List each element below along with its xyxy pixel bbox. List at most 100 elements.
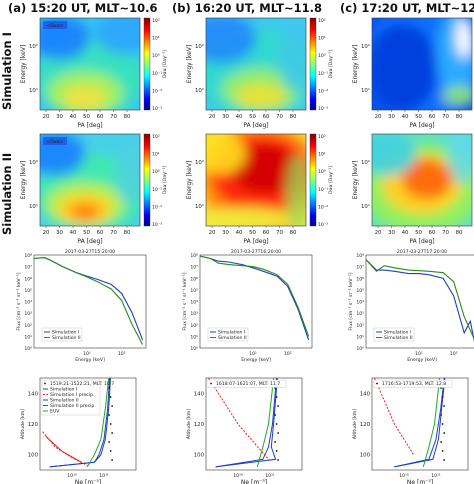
x-tick-label: 40 <box>402 114 409 120</box>
colorbar-tick-label: 10⁰ <box>152 53 160 59</box>
x-tick-label: 60 <box>263 230 270 236</box>
density-series-line <box>208 377 271 462</box>
observed-point <box>109 396 112 398</box>
observed-point <box>111 405 114 407</box>
heatmap-blob <box>63 86 107 110</box>
heatmap-blob <box>115 144 140 204</box>
legend-label: Simulation I <box>50 387 77 393</box>
heatmap-frame <box>39 133 141 227</box>
legend-label: 1618:07-1621:07, MLT: 11.7 <box>216 381 280 387</box>
flux-y-tick-label: 10² <box>190 323 198 329</box>
density-y-tick-label: 100 <box>28 453 39 459</box>
y-tick-label: 10² <box>361 43 370 50</box>
legend-swatch <box>376 382 378 385</box>
heatmap-fill <box>40 18 140 110</box>
colorbar-gradient <box>143 133 151 227</box>
colorbar-tick-label: 10⁻² <box>152 204 162 210</box>
colorbar-label: Dαα [Day⁻¹] <box>328 50 334 78</box>
flux-y-tick-label: 10⁴ <box>190 300 198 306</box>
observed-point <box>277 405 280 407</box>
observed-point <box>109 450 112 452</box>
heatmap-blobs <box>40 134 140 226</box>
x-tick-label: 20 <box>209 114 216 120</box>
density-legend: 1618:07-1621:07, MLT: 11.7 <box>207 379 287 388</box>
density-legend: 1716:53-1719:53, MLT: 12.8 <box>373 379 453 388</box>
flux-y-tick-label: 10⁵ <box>190 288 198 294</box>
observed-point <box>275 396 278 398</box>
observed-point <box>277 432 280 434</box>
column-title-b: (b) 16:20 UT, MLT~11.8 <box>172 1 322 15</box>
flux-x-tick-label: 10² <box>118 351 126 357</box>
observed-point <box>275 423 278 425</box>
legend-box <box>41 379 101 416</box>
heatmap-frame <box>205 17 307 111</box>
y-tick-label: 10² <box>361 159 370 166</box>
flux-y-tick-label: 10² <box>356 323 364 329</box>
colorbar: 10² 10¹ 10⁰ 10⁻¹ 10⁻² 10⁻³ Dαα [Day⁻¹] <box>309 133 334 228</box>
flux-y-tick-label: 10⁶ <box>190 276 198 282</box>
flux-y-tick-label: 10⁰ <box>190 346 198 352</box>
density-x-tick-label: 10¹¹ <box>265 473 275 479</box>
colorbar-tick-label: 10¹ <box>152 152 160 158</box>
heatmap-blob <box>231 144 301 194</box>
x-axis-label: PA [deg] <box>243 238 268 245</box>
density-x-tick-label: 10¹⁰ <box>233 473 243 479</box>
colorbar: 10² 10¹ 10⁰ 10⁻¹ 10⁻² 10⁻³ Dαα [Day⁻¹] <box>143 17 168 112</box>
density-x-tick-label: 10¹⁰ <box>67 473 77 479</box>
flux-x-tick-label: 10¹ <box>249 351 257 357</box>
heatmap-blob <box>372 134 417 176</box>
colorbar-tick-label: 10⁻³ <box>318 106 328 112</box>
colorbar-label: Dαα [Day⁻¹] <box>162 50 168 78</box>
observed-point <box>440 441 443 443</box>
flux-x-tick-label: 10² <box>284 351 292 357</box>
observed-point <box>275 450 278 452</box>
x-tick-label: 60 <box>263 114 270 120</box>
observed-point <box>108 387 111 389</box>
density-series-line <box>256 377 275 468</box>
colorbar-tick-label: 10⁻³ <box>152 106 162 112</box>
legend-box <box>207 379 287 388</box>
colorbar-tick-label: 10⁰ <box>152 169 160 175</box>
x-tick-label: 70 <box>276 114 283 120</box>
colorbar-tick-label: 10⁻¹ <box>318 187 328 193</box>
flux-series-line <box>199 255 310 337</box>
colorbar-tick-label: 10⁻² <box>318 204 328 210</box>
flux-date-label: 2017-03-27T16:20:00 <box>231 249 281 255</box>
density-y-axis-label: Altitude [km] <box>20 409 26 439</box>
colorbar-tick-label: 10⁻³ <box>152 222 162 228</box>
flux-grid: 2017-03-27T15:20:00 10⁸ 10⁷ 10⁶ 10⁵ 10⁴ 10³ 10²… <box>16 249 474 363</box>
y-tick-label: 10¹ <box>195 203 204 210</box>
x-tick-label: 80 <box>124 114 131 120</box>
heatmap-fill <box>372 134 472 226</box>
legend-box <box>207 327 249 342</box>
flux-y-axis-label: Flux [cm⁻² s⁻¹ sr⁻¹ keV⁻¹] <box>182 272 188 330</box>
y-axis-label: Energy [keV] <box>20 161 27 200</box>
x-tick-label: 70 <box>442 230 449 236</box>
x-tick-label: 50 <box>83 230 90 236</box>
x-axis-label: PA [deg] <box>409 122 434 129</box>
flux-y-tick-label: 10⁴ <box>24 300 32 306</box>
density-x-axis-label: Ne [m⁻³] <box>75 479 101 484</box>
y-axis-label: Energy [keV] <box>20 45 27 84</box>
heatmap-blobs <box>206 134 306 226</box>
y-axis-label: Energy [keV] <box>186 45 193 84</box>
legend-label: Simulation II <box>218 335 247 341</box>
flux-y-tick-label: 10⁴ <box>356 300 364 306</box>
x-tick-label: 60 <box>97 114 104 120</box>
x-tick-label: 80 <box>124 230 131 236</box>
heatmap-blob <box>95 18 140 55</box>
colorbar-label: Dαα [Day⁻¹] <box>162 166 168 194</box>
density-series-line <box>86 377 110 468</box>
density-series-line <box>215 377 277 468</box>
annotation-box <box>43 137 67 145</box>
flux-x-axis-label: Energy [keV] <box>407 357 437 363</box>
flux-y-tick-label: 10⁰ <box>24 346 32 352</box>
legend-label: 1716:53-1719:53, MLT: 12.8 <box>382 381 446 387</box>
y-axis-label: Energy [keV] <box>352 45 359 84</box>
